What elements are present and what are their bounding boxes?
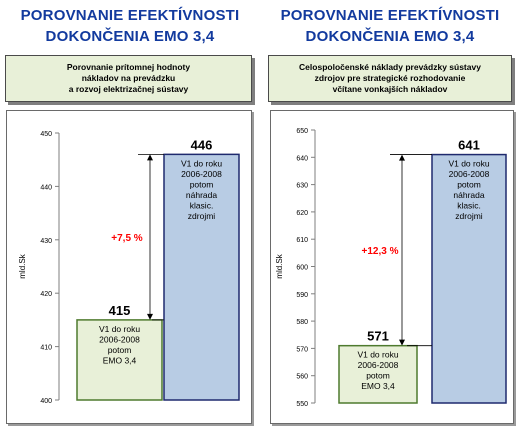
y-tick-label: 450 <box>40 131 52 138</box>
y-axis-title: mld.Sk <box>18 253 27 278</box>
y-tick-label: 560 <box>296 374 308 381</box>
bar-text-line: 2006-2008 <box>181 169 222 179</box>
bar-text-line: 2006-2008 <box>449 169 490 179</box>
right-subtitle-line: zdrojov pre strategické rozhodovanie <box>314 73 466 83</box>
left-panel: POROVNANIE EFEKTÍVNOSTI DOKONČENIA EMO 3… <box>5 7 252 424</box>
y-tick-label: 620 <box>296 210 308 217</box>
left-subtitle-line: Porovnanie prítomnej hodnoty <box>66 62 191 72</box>
bar-text-line: zdrojmi <box>455 211 483 221</box>
bar-value-label: 641 <box>458 138 480 153</box>
arrow-up-head <box>399 154 405 161</box>
bar-text-line: klasic. <box>457 201 481 211</box>
left-subtitle-line: a rozvoj elektrizačnej sústavy <box>68 84 189 94</box>
y-tick-label: 650 <box>296 128 308 135</box>
y-tick-label: 410 <box>40 345 52 352</box>
bar-text-line: potom <box>190 179 214 189</box>
right-subtitle-line: včítane vonkajších nákladov <box>332 84 448 94</box>
bar-emo <box>76 319 163 401</box>
left-subtitle-line: nákladov na prevádzku <box>81 73 176 83</box>
bar-text-line: zdrojmi <box>188 211 216 221</box>
bar-replacement <box>431 153 507 404</box>
bar-text-line: náhrada <box>186 190 217 200</box>
y-tick-label: 400 <box>40 398 52 405</box>
bar-value-label: 415 <box>109 303 131 318</box>
y-tick-label: 570 <box>296 346 308 353</box>
y-tick-label: 440 <box>40 184 52 191</box>
right-title-line2: DOKONČENIA EMO 3,4 <box>305 28 475 45</box>
y-tick-label: 420 <box>40 291 52 298</box>
y-tick-label: 600 <box>296 265 308 272</box>
right-chart-box: 550 560 570 580 590 600 610 620 630 640 650 mld.Sk 5… <box>270 110 514 424</box>
bar-text-line: potom <box>108 345 132 355</box>
bar-text-line: 2006-2008 <box>99 334 140 344</box>
bar-text-line: V1 do roku <box>448 159 489 169</box>
left-title-line1: POROVNANIE EFEKTÍVNOSTI <box>20 7 240 24</box>
right-subtitle-line: Celospoločenské náklady prevádzky sústav… <box>299 62 481 72</box>
arrow-down-head <box>399 339 405 346</box>
bar-value-label: 446 <box>191 137 213 152</box>
right-subtitle-box: Celospoločenské náklady prevádzky sústav… <box>268 55 512 102</box>
bar-text-line: náhrada <box>453 190 484 200</box>
left-subtitle-box: Porovnanie prítomnej hodnoty nákladov na… <box>5 55 252 102</box>
bar-text-line: V1 do roku <box>181 158 222 168</box>
bar-text-line: V1 do roku <box>99 324 140 334</box>
bar-text-line: potom <box>366 371 390 381</box>
arrow-down-head <box>147 313 153 320</box>
y-tick-label: 580 <box>296 319 308 326</box>
percent-increase-label: +12,3 % <box>362 246 399 257</box>
y-tick-label: 550 <box>296 401 308 408</box>
arrow-up-head <box>147 154 153 161</box>
bar-replacement <box>163 153 240 401</box>
left-title-line2: DOKONČENIA EMO 3,4 <box>45 28 215 45</box>
bar-value-label: 571 <box>367 329 389 344</box>
y-tick-label: 610 <box>296 237 308 244</box>
y-tick-label: 590 <box>296 292 308 299</box>
left-chart-box: 400 410 420 430 440 450 mld.Sk 415 V1 do roku 200… <box>6 110 252 424</box>
y-tick-label: 430 <box>40 238 52 245</box>
bar-text-line: EMO 3,4 <box>103 355 137 365</box>
right-title-line1: POROVNANIE EFEKTÍVNOSTI <box>280 7 500 24</box>
bar-text-line: klasic. <box>190 200 214 210</box>
bar-text-line: 2006-2008 <box>358 360 399 370</box>
percent-increase-label: +7,5 % <box>111 233 143 244</box>
y-tick-label: 630 <box>296 183 308 190</box>
y-axis-title: mld.Sk <box>275 253 284 278</box>
bar-text-line: potom <box>457 180 481 190</box>
y-tick-label: 640 <box>296 155 308 162</box>
bar-emo <box>338 344 418 404</box>
right-chart: 550 560 570 580 590 600 610 620 630 640 650 mld.Sk 5… <box>275 128 507 408</box>
bar-text-line: EMO 3,4 <box>361 381 395 391</box>
right-panel: POROVNANIE EFEKTÍVNOSTI DOKONČENIA EMO 3… <box>260 0 520 432</box>
bar-text-line: V1 do roku <box>357 350 398 360</box>
